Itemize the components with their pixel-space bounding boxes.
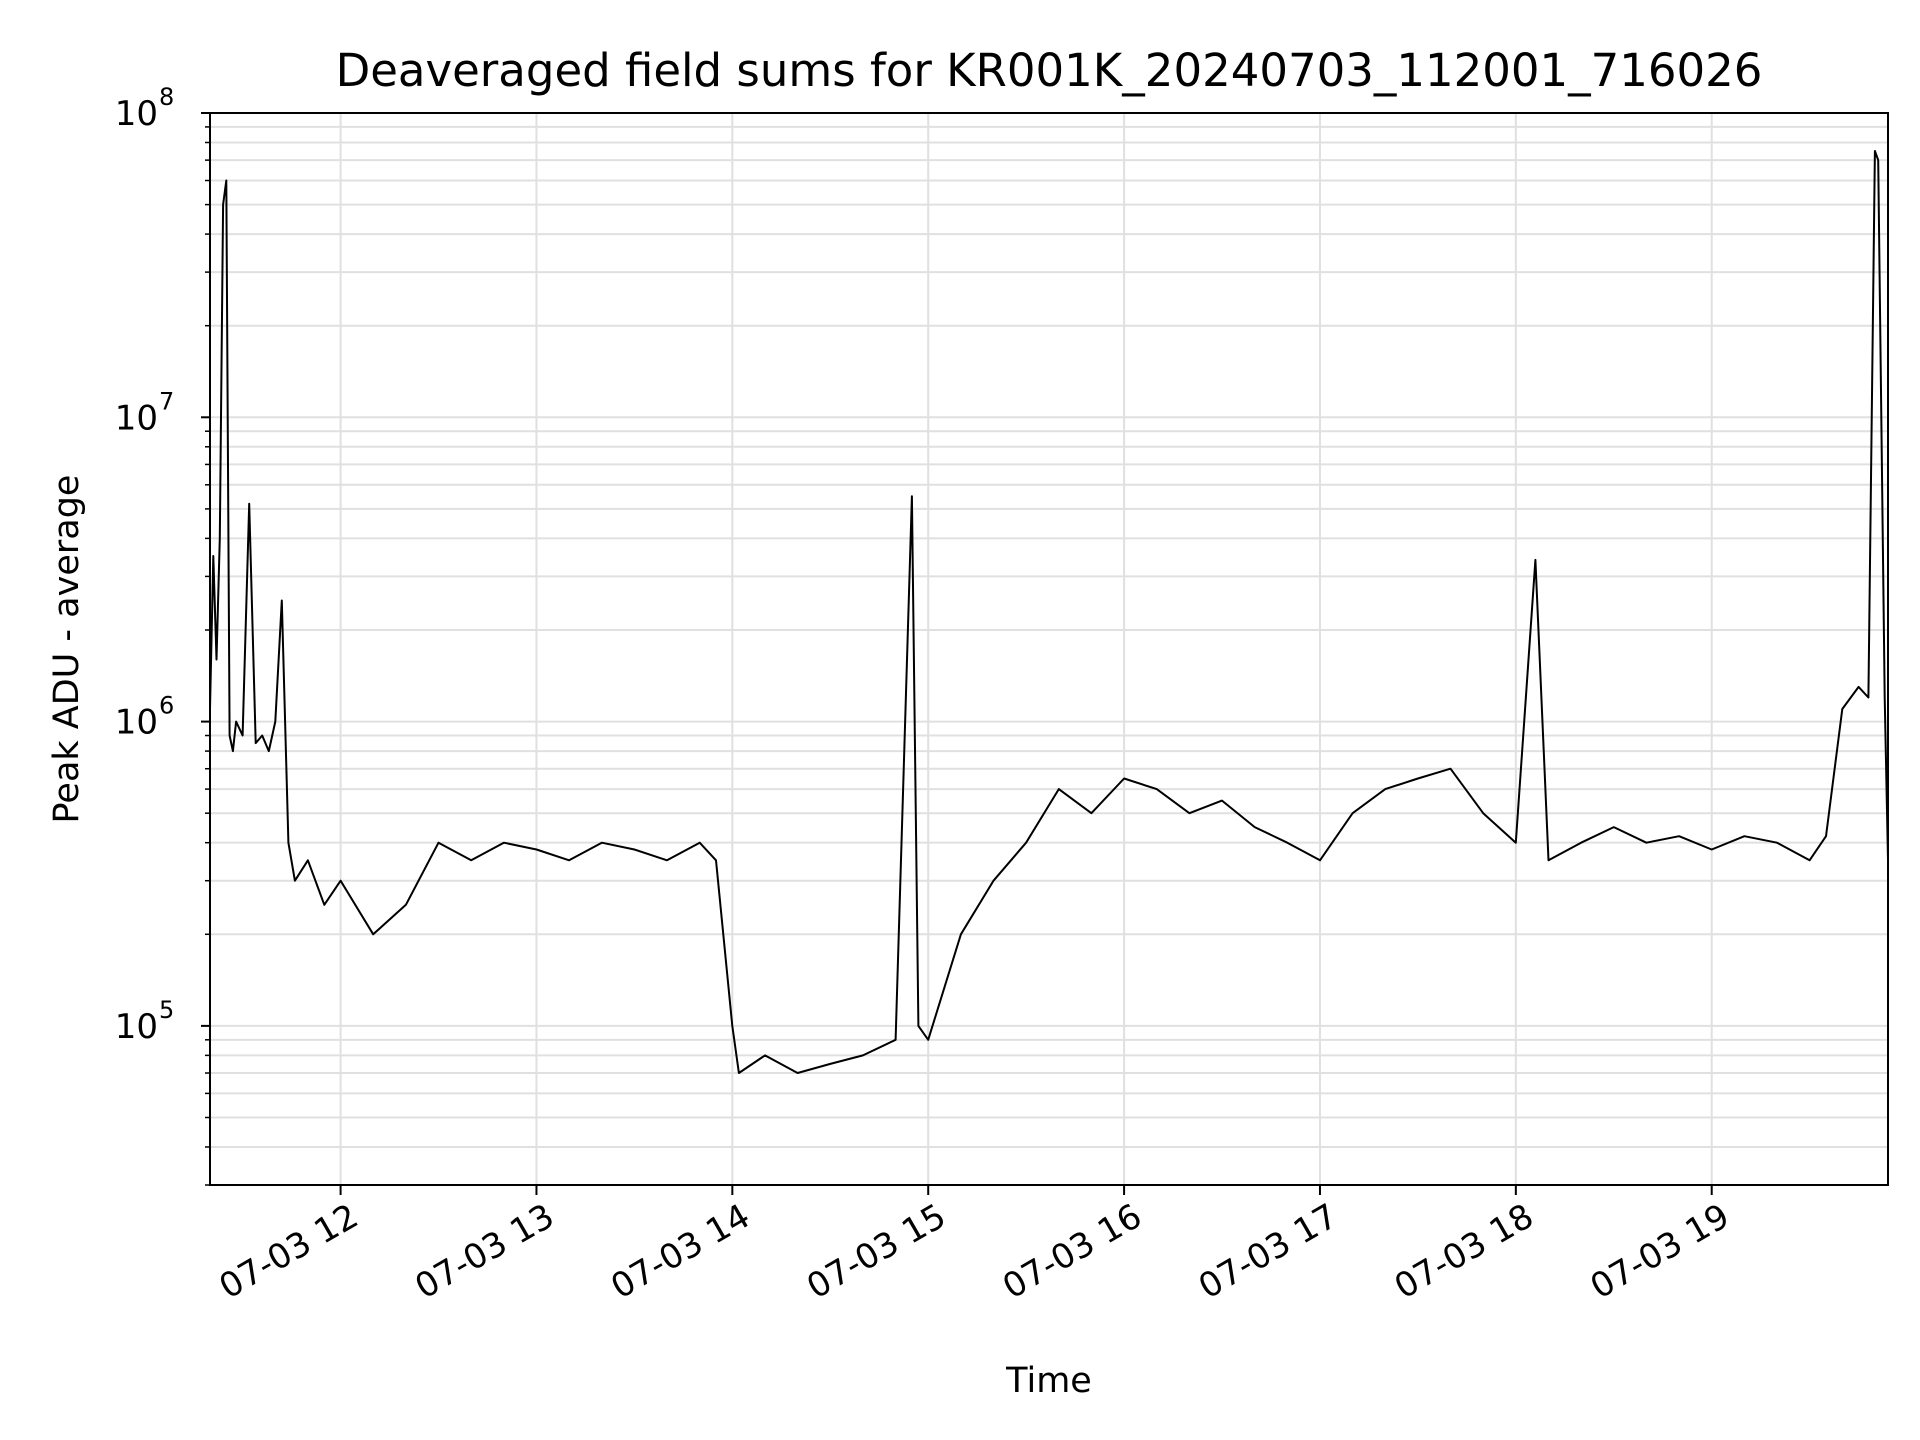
grid-minor [210, 125, 1888, 1186]
chart-title: Deaveraged field sums for KR001K_2024070… [336, 44, 1763, 97]
y-tick-label: 10 [115, 398, 158, 438]
y-tick-label: 10 [115, 1007, 158, 1047]
y-tick-exponent: 5 [159, 996, 174, 1024]
data-layer [209, 150, 1889, 1074]
data-series-line [209, 150, 1889, 1074]
y-tick-label: 10 [115, 94, 158, 134]
plot-frame [209, 112, 1889, 1186]
y-tick-exponent: 7 [159, 387, 174, 415]
y-tick-exponent: 6 [159, 692, 174, 720]
y-axis-label: Peak ADU - average [47, 475, 87, 824]
y-tick-label: 10 [115, 703, 158, 743]
y-tick-exponent: 8 [159, 83, 174, 111]
x-axis-label: Time [1005, 1361, 1092, 1401]
